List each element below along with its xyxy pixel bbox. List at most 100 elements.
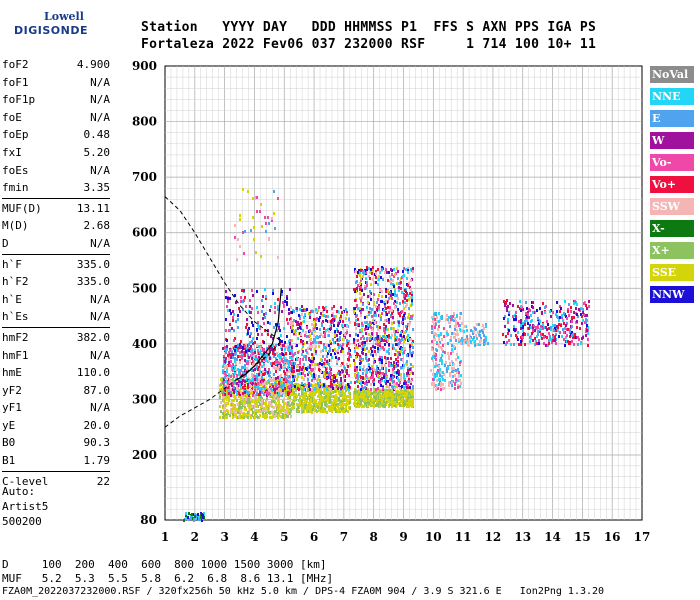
echo-point: [282, 301, 284, 304]
echo-point: [326, 344, 328, 347]
echo-point: [522, 308, 524, 311]
echo-point: [359, 329, 361, 332]
echo-point: [537, 324, 539, 327]
echo-point: [342, 407, 344, 410]
echo-point: [224, 360, 226, 363]
echo-point: [356, 275, 358, 278]
echo-point: [315, 402, 317, 405]
echo-point: [345, 384, 347, 387]
echo-point: [283, 398, 285, 401]
echo-point: [579, 327, 581, 330]
echo-point: [227, 354, 229, 357]
echo-point: [319, 362, 321, 365]
echo-point: [232, 353, 234, 356]
echo-point: [334, 334, 336, 337]
echo-point: [307, 378, 309, 381]
echo-point: [280, 334, 282, 337]
echo-point: [357, 372, 359, 375]
echo-point: [291, 311, 293, 314]
echo-point: [336, 398, 338, 401]
echo-point: [225, 404, 227, 407]
echo-point: [293, 366, 295, 369]
echo-point: [266, 354, 268, 357]
echo-point: [285, 352, 287, 355]
echo-point: [269, 371, 271, 374]
echo-point: [230, 391, 232, 394]
echo-point: [358, 323, 360, 326]
echo-point: [283, 304, 285, 307]
echo-point: [463, 330, 465, 333]
echo-point: [468, 344, 470, 347]
echo-point: [263, 341, 265, 344]
echo-point: [255, 358, 257, 361]
echo-point: [251, 349, 253, 352]
echo-point: [548, 332, 550, 335]
echo-point: [333, 305, 335, 308]
echo-point: [400, 281, 402, 284]
echo-point: [229, 329, 231, 332]
echo-point: [385, 373, 387, 376]
echo-point: [226, 416, 228, 419]
echo-point: [261, 391, 263, 394]
echo-point: [324, 375, 326, 378]
echo-point: [348, 347, 350, 350]
echo-point: [282, 360, 284, 363]
echo-point: [378, 304, 380, 307]
echo-point: [219, 396, 221, 399]
echo-point: [270, 387, 272, 390]
echo-point: [320, 358, 322, 361]
param-name: C-level: [2, 474, 49, 488]
echo-point: [328, 334, 330, 337]
echo-point: [340, 407, 342, 410]
echo-point: [233, 391, 235, 394]
echo-point: [292, 378, 294, 381]
echo-point: [185, 512, 187, 515]
echo-point: [401, 291, 403, 294]
echo-point: [223, 400, 225, 403]
echo-point: [269, 322, 271, 325]
echo-point: [407, 367, 409, 370]
echo-point: [313, 398, 315, 401]
echo-point: [298, 388, 300, 391]
echo-point: [412, 404, 414, 407]
echo-point: [409, 317, 411, 320]
echo-point: [239, 351, 241, 354]
echo-point: [265, 409, 267, 412]
echo-point: [319, 328, 321, 331]
echo-point: [286, 303, 288, 306]
echo-point: [251, 321, 253, 324]
echo-point: [346, 363, 348, 366]
echo-point: [403, 267, 405, 270]
echo-point: [378, 308, 380, 311]
echo-point: [366, 371, 368, 374]
echo-point: [442, 383, 444, 386]
param-value: N/A: [90, 75, 110, 89]
echo-point: [265, 370, 267, 373]
param-value: 110.0: [76, 366, 110, 380]
echo-point: [393, 302, 395, 305]
echo-point: [236, 393, 238, 396]
param-row: hmF2 382.0: [2, 329, 110, 347]
echo-point: [459, 361, 461, 364]
echo-point: [325, 393, 327, 396]
echo-point: [235, 411, 237, 414]
echo-point: [394, 371, 396, 374]
echo-point: [335, 403, 337, 406]
echo-point: [274, 391, 276, 394]
echo-point: [315, 345, 317, 348]
echo-point: [303, 369, 305, 372]
echo-point: [328, 330, 330, 333]
echo-point: [370, 335, 372, 338]
echo-point: [249, 347, 251, 350]
echo-point: [283, 327, 285, 330]
echo-point: [314, 348, 316, 351]
echo-point: [313, 340, 315, 343]
param-separator: [2, 197, 110, 199]
echo-point: [394, 336, 396, 339]
echo-point: [436, 320, 438, 323]
echo-point: [285, 384, 287, 387]
echo-point: [345, 406, 347, 409]
echo-point: [272, 349, 274, 352]
echo-point: [455, 378, 457, 381]
echo-point: [382, 372, 384, 375]
